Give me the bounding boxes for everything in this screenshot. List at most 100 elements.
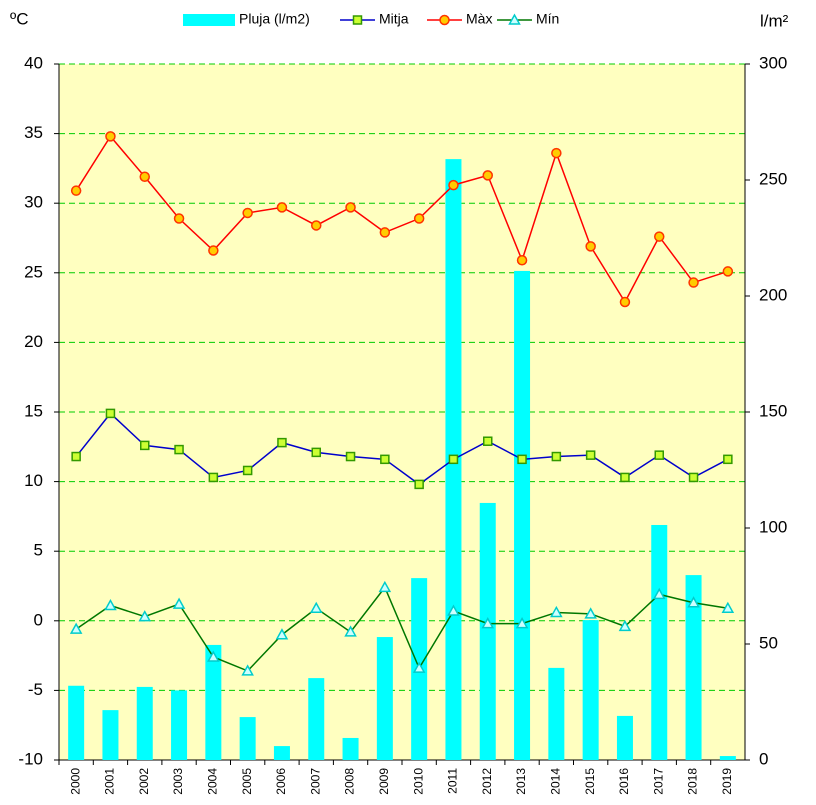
marker	[242, 465, 253, 476]
bar	[514, 270, 531, 760]
bar	[479, 502, 496, 760]
legend-label: Pluja (l/m2)	[239, 11, 310, 27]
legend-marker	[352, 15, 363, 25]
marker	[379, 227, 391, 238]
y-tick-label: -5	[28, 680, 43, 699]
marker	[380, 454, 390, 465]
bar	[239, 717, 256, 760]
x-tick-label: 2011	[446, 768, 460, 794]
bar	[136, 686, 153, 760]
marker	[311, 447, 321, 458]
marker	[688, 472, 699, 483]
marker	[276, 202, 288, 213]
marker	[721, 601, 735, 614]
x-tick-label: 2008	[343, 768, 357, 795]
marker	[482, 170, 493, 181]
y-tick-label: 15	[24, 401, 43, 420]
bar	[273, 746, 290, 760]
bar	[68, 685, 85, 760]
legend-label: Mitja	[379, 11, 409, 27]
y2-tick-label: 300	[759, 53, 787, 72]
marker	[516, 255, 528, 266]
y-tick-label: 20	[24, 332, 43, 351]
line	[75, 412, 729, 486]
bar	[171, 690, 188, 760]
marker	[515, 617, 529, 629]
marker	[378, 580, 392, 593]
marker	[620, 472, 630, 483]
x-tick-label: 2014	[549, 768, 563, 795]
marker	[481, 617, 495, 629]
bar	[376, 637, 393, 760]
y-tick-label: 40	[24, 53, 43, 72]
bar	[719, 756, 736, 760]
marker	[207, 650, 220, 662]
marker	[414, 479, 424, 490]
marker	[448, 179, 459, 191]
marker	[69, 622, 83, 634]
marker	[447, 604, 460, 616]
marker	[618, 619, 632, 632]
marker	[722, 266, 734, 277]
marker	[551, 451, 562, 462]
marker	[585, 450, 596, 460]
marker	[688, 277, 699, 288]
marker	[652, 587, 666, 600]
x-tick-label: 2001	[103, 768, 117, 795]
x-tick-label: 2006	[274, 768, 288, 795]
y2-tick-label: 0	[759, 749, 768, 768]
x-tick-label: 2012	[480, 768, 494, 795]
marker	[517, 454, 527, 465]
legend-marker	[439, 14, 450, 26]
marker	[483, 436, 493, 446]
bar	[582, 620, 599, 760]
marker	[654, 450, 664, 460]
y-axis-label: ºC	[10, 9, 29, 28]
x-tick-label: 2007	[308, 768, 322, 795]
marker	[241, 664, 254, 676]
marker	[208, 245, 219, 256]
y2-axis-label: l/m²	[760, 11, 789, 30]
x-tick-label: 2018	[686, 768, 700, 795]
y2-tick-label: 250	[759, 169, 787, 188]
bar	[651, 524, 668, 760]
marker	[242, 207, 253, 219]
marker	[619, 296, 631, 308]
y2-tick-label: 150	[759, 401, 787, 420]
marker	[71, 451, 81, 462]
legend-swatch	[183, 14, 235, 26]
x-tick-label: 2002	[137, 768, 151, 795]
y2-tick-label: 200	[759, 285, 787, 304]
x-tick-label: 2010	[411, 768, 425, 795]
x-tick-label: 2000	[68, 768, 82, 795]
marker	[208, 472, 219, 483]
marker	[277, 437, 287, 448]
marker	[723, 454, 733, 465]
marker	[687, 596, 700, 608]
line	[75, 585, 728, 672]
marker	[172, 597, 186, 609]
legend-marker	[508, 13, 521, 25]
y-tick-label: 10	[24, 471, 43, 490]
y2-tick-label: 50	[759, 633, 778, 652]
marker	[551, 147, 562, 159]
marker	[584, 607, 597, 619]
x-tick-label: 2009	[377, 768, 391, 795]
bar	[205, 644, 222, 760]
y-tick-label: 35	[24, 123, 43, 142]
bar	[342, 737, 359, 760]
bar	[616, 715, 633, 760]
marker	[174, 444, 184, 455]
marker	[550, 605, 563, 618]
legend-label: Màx	[466, 11, 492, 27]
marker	[344, 625, 357, 637]
x-tick-label: 2019	[720, 768, 734, 795]
marker	[309, 601, 323, 614]
x-tick-label: 2013	[514, 768, 528, 795]
bar	[548, 667, 565, 760]
y2-tick-label: 100	[759, 517, 787, 536]
legend-label: Mín	[536, 11, 559, 27]
y-tick-label: 30	[24, 193, 43, 212]
marker	[412, 661, 426, 673]
